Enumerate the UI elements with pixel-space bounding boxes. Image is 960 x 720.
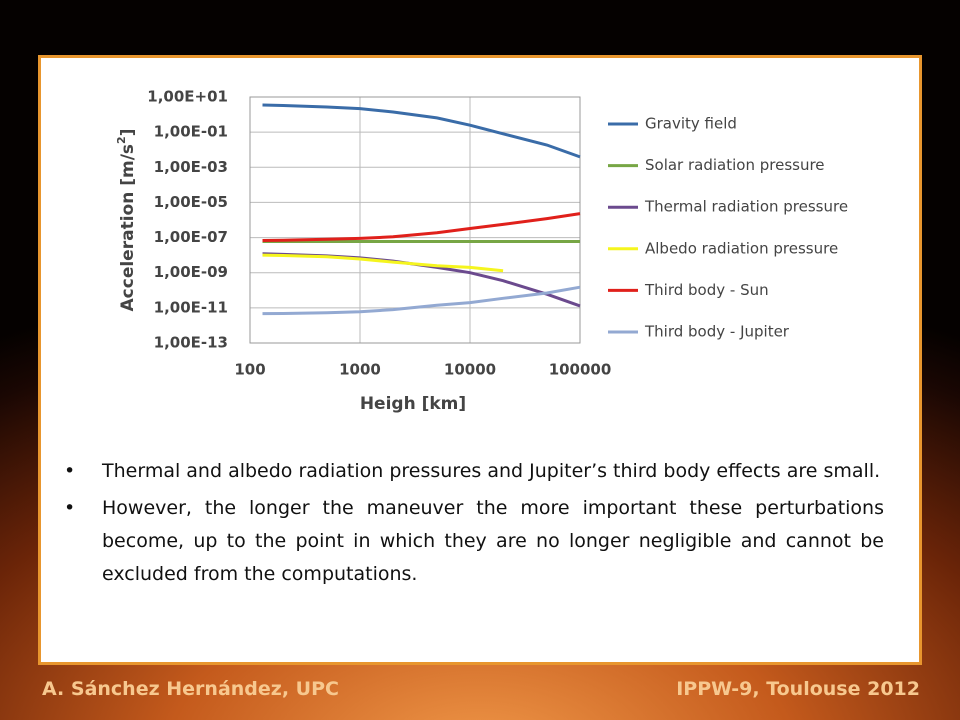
legend-label: Albedo radiation pressure [645, 239, 838, 257]
plot-frame [249, 96, 581, 344]
x-tick-label: 1000 [339, 361, 381, 379]
bullet: However, the longer the maneuver the mor… [64, 492, 884, 591]
bullet-list: Thermal and albedo radiation pressures a… [64, 455, 884, 595]
y-axis-label-end: ] [118, 129, 138, 137]
x-axis-label: Heigh [km] [360, 394, 466, 414]
y-tick-label: 1,00E-03 [154, 158, 228, 176]
legend-label: Solar radiation pressure [645, 156, 825, 174]
legend-label: Gravity field [645, 115, 737, 133]
y-tick-label: 1,00E+01 [147, 88, 228, 106]
legend-label: Third body - Sun [644, 281, 769, 299]
legend-label: Third body - Jupiter [644, 323, 790, 341]
y-axis-label: Acceleration [m/s2] [115, 129, 138, 312]
series-line [262, 103, 581, 159]
x-tick-label: 100 [234, 361, 265, 379]
series-line [262, 253, 504, 273]
series-line [262, 252, 581, 308]
chart: 1,00E+01 1,00E-01 1,00E-03 1,00E-05 1,00E-07… [115, 88, 848, 415]
series-line [262, 212, 581, 242]
y-tick-label: 1,00E-05 [154, 193, 228, 211]
x-tick-label: 100000 [549, 361, 612, 379]
y-axis-label-sup: 2 [115, 136, 128, 144]
x-tick-label: 10000 [444, 361, 496, 379]
y-tick-label: 1,00E-01 [154, 123, 228, 141]
y-tick-label: 1,00E-07 [154, 228, 228, 246]
footer-left: A. Sánchez Hernández, UPC [42, 678, 339, 700]
legend-label: Thermal radiation pressure [644, 198, 848, 216]
y-axis-label-text: Acceleration [m/s [118, 144, 138, 312]
y-tick-label: 1,00E-11 [154, 298, 228, 316]
footer-right: IPPW-9, Toulouse 2012 [676, 678, 920, 700]
bullet: Thermal and albedo radiation pressures a… [64, 455, 884, 488]
y-tick-label: 1,00E-09 [154, 263, 228, 281]
y-tick-label: 1,00E-13 [154, 334, 228, 352]
series-line [262, 285, 581, 316]
